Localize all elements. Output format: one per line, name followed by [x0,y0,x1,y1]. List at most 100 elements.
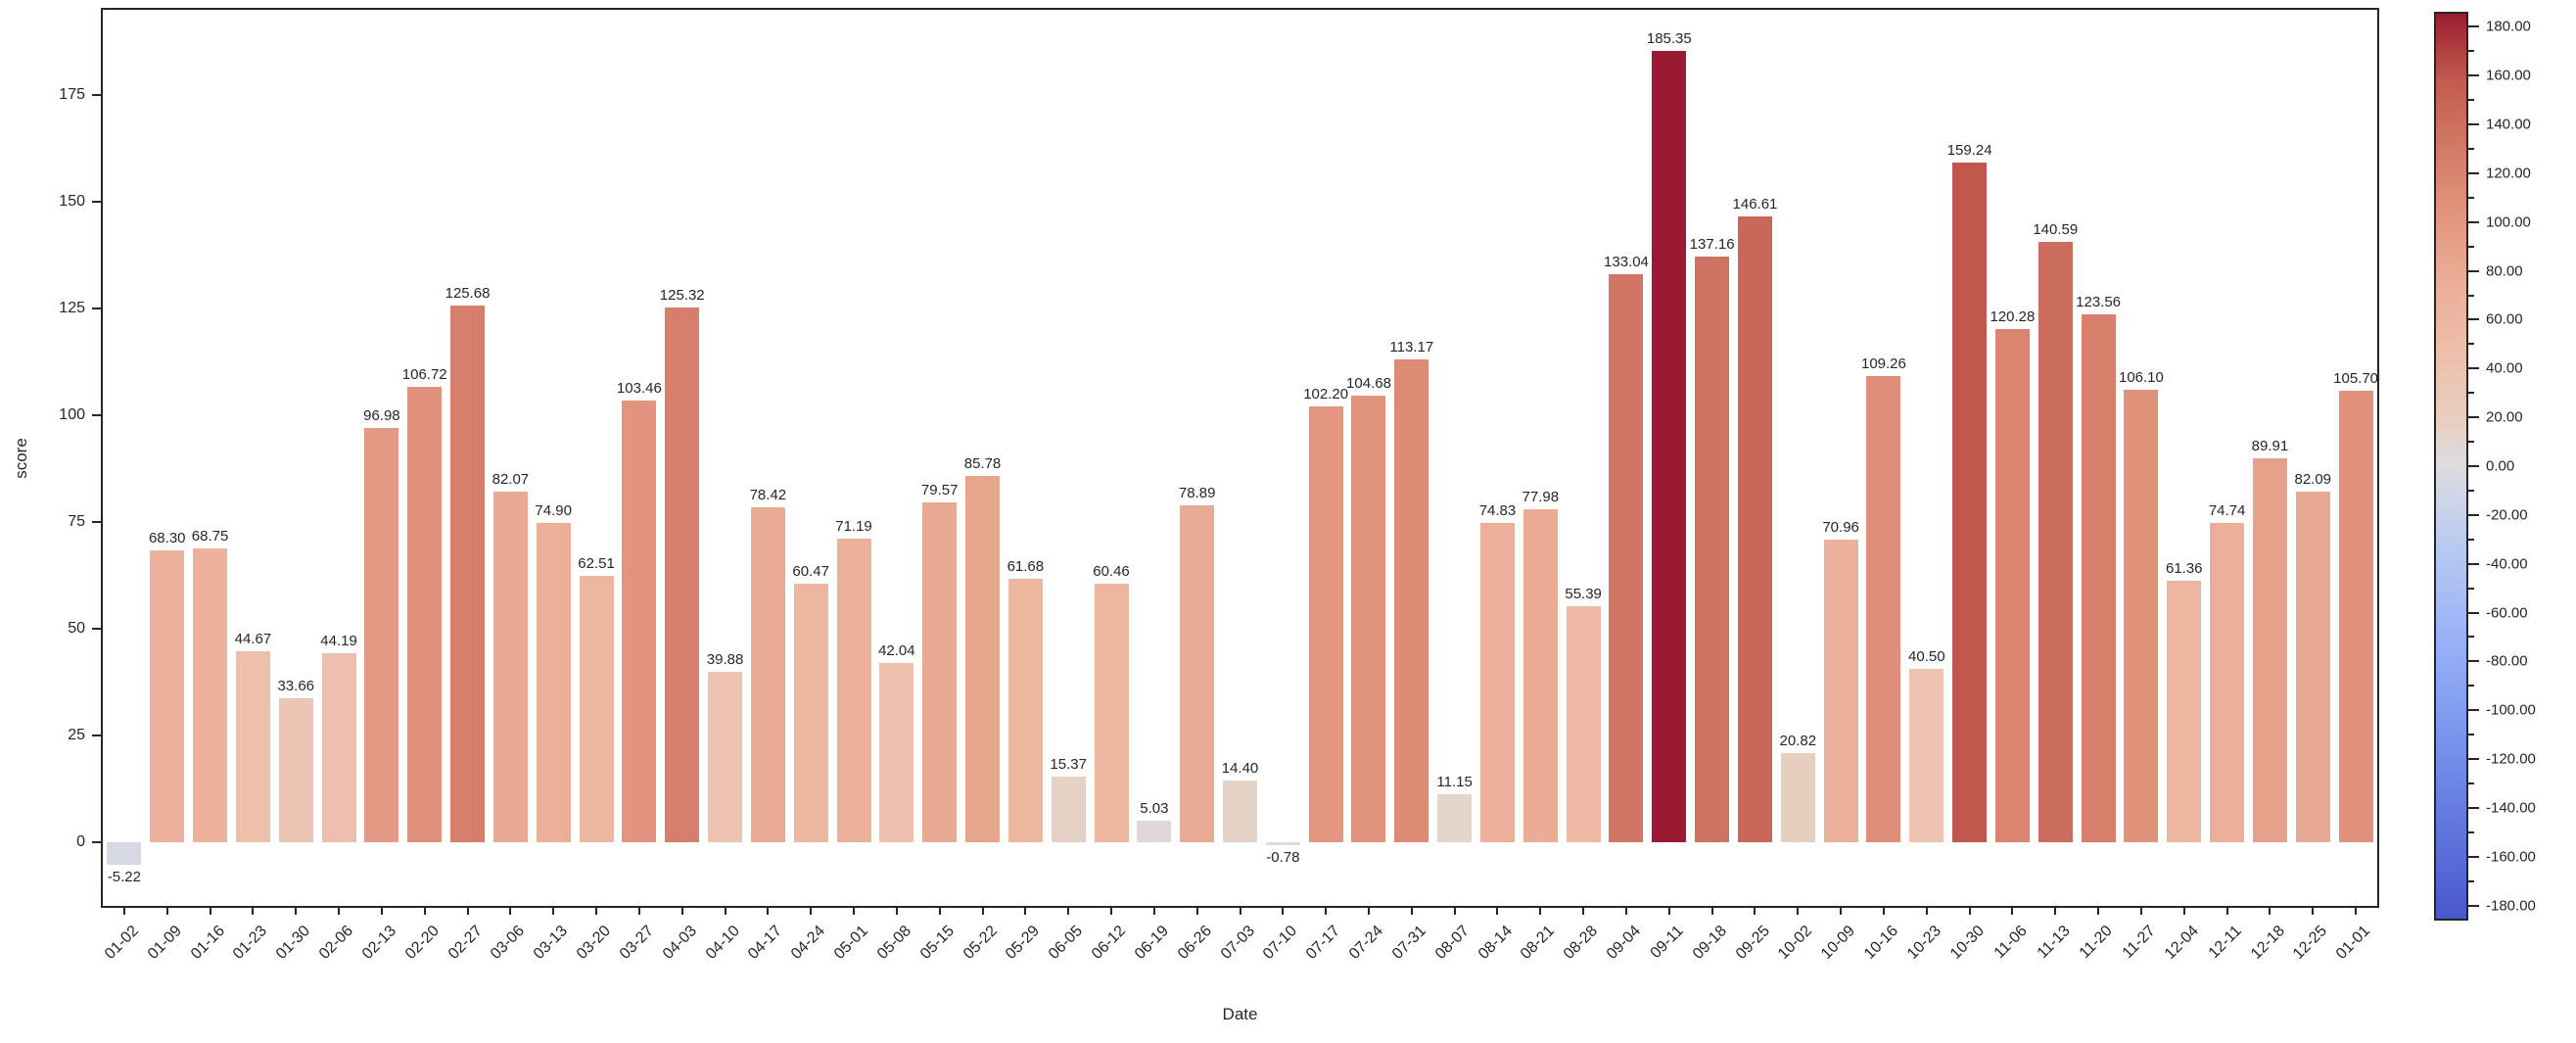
x-axis-title: Date [1222,1005,1258,1023]
x-tick-label: 10-16 [1861,923,1901,963]
bar-value-label: 120.28 [1990,308,2036,325]
bar-value-label: 74.90 [535,501,572,519]
y-tick [92,308,101,310]
x-tick-label: 06-05 [1046,923,1087,963]
x-tick [1667,906,1670,915]
bar [1823,539,1858,843]
bar-value-label: 78.89 [1178,485,1216,502]
bar [2252,458,2287,843]
colorbar-major-tick [2468,904,2479,907]
colorbar-tick-label: 140.00 [2486,116,2531,133]
bar-value-label: 68.75 [191,528,229,545]
x-tick-label: 11-06 [1991,923,2031,963]
bar-value-label: 14.40 [1221,760,1259,778]
x-tick [1410,906,1413,915]
x-tick [2097,906,2100,915]
x-tick-label: 09-11 [1647,923,1687,963]
bar-value-label: 44.67 [234,631,272,648]
y-tick [92,735,101,737]
x-tick [1453,906,1456,915]
colorbar-major-tick [2468,513,2479,516]
x-tick-label: 04-03 [659,923,700,963]
y-tick-label: 50 [68,620,85,638]
x-tick [209,906,211,915]
colorbar-major-tick [2468,318,2479,321]
bar-value-label: 33.66 [277,678,315,695]
colorbar [2434,12,2468,921]
x-tick-label: 01-01 [2333,923,2374,963]
bar [1308,405,1343,843]
x-tick [1882,906,1885,915]
x-tick [938,906,941,915]
x-tick [2182,906,2185,915]
bar-value-label: 103.46 [616,380,662,398]
bar-value-label: 106.10 [2118,368,2164,386]
x-tick-label: 04-17 [745,923,786,963]
colorbar-major-tick [2468,74,2479,77]
x-tick [1624,906,1627,915]
x-tick [122,906,125,915]
colorbar-minor-tick [2468,538,2474,541]
x-tick [1496,906,1499,915]
x-tick-label: 05-08 [873,923,914,963]
bar [1094,584,1129,843]
x-tick-label: 08-28 [1561,923,1602,963]
bar-value-label: 62.51 [578,554,615,572]
x-tick-label: 12-25 [2290,923,2331,963]
bar [1394,358,1429,843]
x-tick [2054,906,2057,915]
colorbar-tick-label: -80.00 [2486,652,2528,670]
bar-value-label: 137.16 [1689,236,1735,254]
colorbar-minor-tick [2468,147,2474,150]
x-tick [767,906,770,915]
x-tick-label: 05-01 [831,923,872,963]
bar-value-label: 11.15 [1436,774,1473,791]
x-tick [637,906,640,915]
x-tick [1195,906,1198,915]
bar-value-label: 82.07 [492,471,530,489]
colorbar-major-tick [2468,660,2479,663]
bar-value-label: 78.42 [749,487,787,504]
bar [750,507,785,843]
x-tick [1325,906,1328,915]
x-tick-label: 02-13 [358,923,399,963]
y-tick-label: 25 [68,727,85,744]
bar-value-label: 125.68 [445,285,491,303]
bar [1007,579,1043,843]
x-tick [724,906,726,915]
x-tick [552,906,555,915]
bar [278,698,313,843]
bar [2124,389,2159,843]
bar [1952,162,1988,843]
y-tick-label: 100 [59,406,85,424]
x-tick [895,906,898,915]
x-tick-label: 01-16 [187,923,228,963]
bar-value-label: 96.98 [363,407,400,425]
bar [1652,51,1687,843]
x-tick-label: 03-20 [574,923,615,963]
x-tick-label: 05-29 [1003,923,1044,963]
x-tick-label: 04-24 [788,923,829,963]
bar [579,575,614,843]
bar-value-label: 60.46 [1093,563,1130,581]
bar-value-label: 113.17 [1389,338,1434,356]
y-tick-label: 150 [59,193,85,211]
bar-value-label: 185.35 [1646,30,1692,48]
x-tick-label: 07-03 [1217,923,1258,963]
x-tick [595,906,598,915]
y-tick [92,201,101,204]
x-tick [2139,906,2142,915]
x-tick-label: 04-10 [702,923,743,963]
x-tick [466,906,469,915]
colorbar-minor-tick [2468,685,2474,687]
x-tick-label: 03-13 [531,923,572,963]
colorbar-minor-tick [2468,392,2474,395]
x-tick-label: 01-02 [101,923,142,963]
x-tick-label: 01-23 [230,923,271,963]
bar [1695,257,1730,843]
colorbar-minor-tick [2468,196,2474,199]
bar [1223,781,1257,843]
bar-value-label: 42.04 [878,641,915,659]
colorbar-major-tick [2468,709,2479,712]
